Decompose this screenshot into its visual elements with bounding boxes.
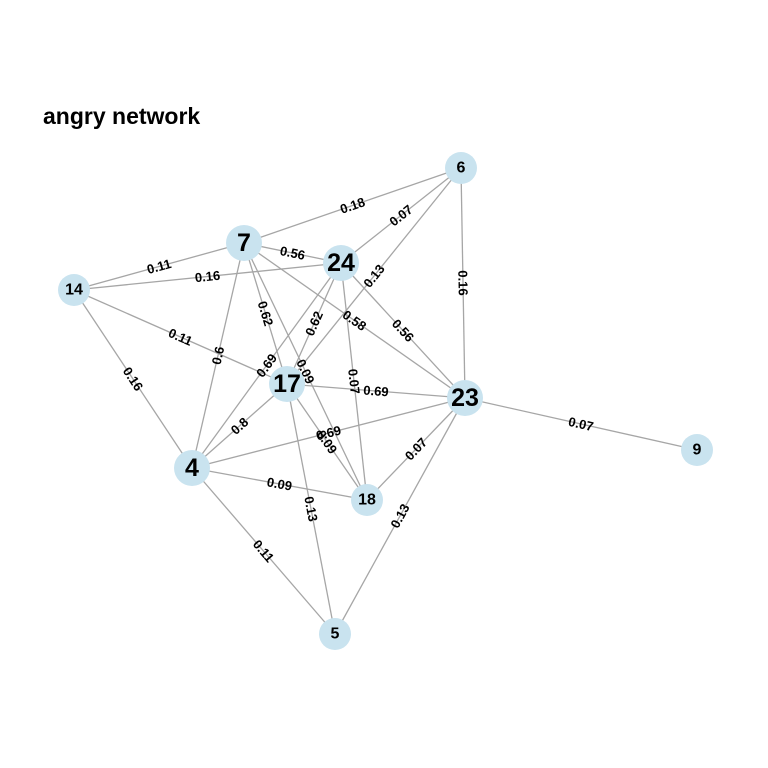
edge-23-5 [334, 397, 466, 635]
edge-weight-label: 0.56 [279, 243, 307, 263]
node-18: 18 [351, 484, 383, 516]
edge-23-9 [464, 397, 698, 451]
edge-weight-label: 0.07 [567, 414, 595, 434]
edge-weight-label: 0.11 [166, 325, 195, 349]
edge-weight-label: 0.16 [120, 364, 146, 393]
node-circle [269, 366, 305, 402]
edge-7-17 [243, 242, 288, 385]
edge-weight-label: 0.62 [255, 299, 277, 328]
edge-14-4 [73, 289, 193, 469]
edge-weight-label: 0.13 [301, 495, 321, 523]
node-24: 24 [323, 245, 359, 281]
graph-title: angry network [43, 103, 201, 129]
node-label: 4 [185, 454, 199, 482]
edge-23-18 [366, 397, 466, 501]
node-4: 4 [174, 450, 210, 486]
edge-6-23 [460, 167, 466, 399]
edge-weight-label: 0.11 [250, 537, 277, 565]
edge-7-18 [243, 242, 368, 501]
node-circle [447, 380, 483, 416]
edge-7-4 [191, 242, 245, 469]
node-7: 7 [226, 225, 262, 261]
node-label: 18 [358, 492, 376, 509]
node-6: 6 [445, 152, 477, 184]
nodes-layer: 6 7 24 14 17 23 9 4 18 5 [58, 152, 713, 650]
node-14: 14 [58, 274, 90, 306]
edge-4-5 [191, 467, 336, 635]
edges-layer [73, 167, 698, 635]
edge-weight-label: 0.58 [340, 307, 369, 334]
node-label: 7 [237, 229, 251, 257]
edge-weight-label: 0.16 [194, 268, 221, 285]
edge-17-18 [286, 383, 368, 501]
edge-weight-label: 0.07 [345, 368, 363, 395]
edge-weight-label: 0.09 [266, 474, 294, 493]
node-9: 9 [681, 434, 713, 466]
edge-24-4 [191, 262, 342, 469]
edge-4-18 [191, 467, 368, 501]
node-label: 24 [327, 249, 355, 277]
edge-14-24 [73, 262, 342, 291]
edge-weight-label: 0.13 [360, 261, 388, 290]
edge-weight-label: 0.62 [302, 309, 326, 338]
edge-weight-label: 0.6 [209, 345, 228, 366]
edge-17-5 [286, 383, 336, 635]
edge-17-6 [286, 167, 462, 385]
node-label: 5 [331, 626, 340, 643]
edge-17-23 [286, 383, 466, 399]
edge-weight-label: 0.18 [338, 194, 367, 216]
edge-7-23 [243, 242, 466, 399]
node-label: 14 [65, 282, 83, 299]
edge-24-23 [340, 262, 466, 399]
edge-17-4 [191, 383, 288, 469]
node-circle [351, 484, 383, 516]
edge-4-23 [191, 397, 466, 469]
node-circle [174, 450, 210, 486]
node-circle [226, 225, 262, 261]
edge-weight-label: 0.07 [386, 202, 415, 229]
edge-weight-label: 0.69 [363, 383, 389, 400]
node-label: 6 [457, 160, 466, 177]
node-label: 17 [273, 370, 301, 398]
edge-14-7 [73, 242, 245, 291]
edge-14-17 [73, 289, 288, 385]
edge-weight-label: 0.69 [314, 423, 342, 444]
node-circle [323, 245, 359, 281]
node-circle [319, 618, 351, 650]
node-17: 17 [269, 366, 305, 402]
node-label: 23 [451, 384, 479, 412]
edge-7-6 [243, 167, 462, 244]
node-circle [58, 274, 90, 306]
edge-24-18 [340, 262, 368, 501]
edge-weight-label: 0.13 [387, 501, 412, 530]
node-circle [681, 434, 713, 466]
node-5: 5 [319, 618, 351, 650]
node-circle [445, 152, 477, 184]
node-23: 23 [447, 380, 483, 416]
edge-24-6 [340, 167, 462, 264]
edge-24-17 [286, 262, 342, 385]
edge-weight-label: 0.11 [145, 256, 173, 277]
node-label: 9 [693, 442, 702, 459]
edge-weight-label: 0.16 [455, 270, 470, 296]
